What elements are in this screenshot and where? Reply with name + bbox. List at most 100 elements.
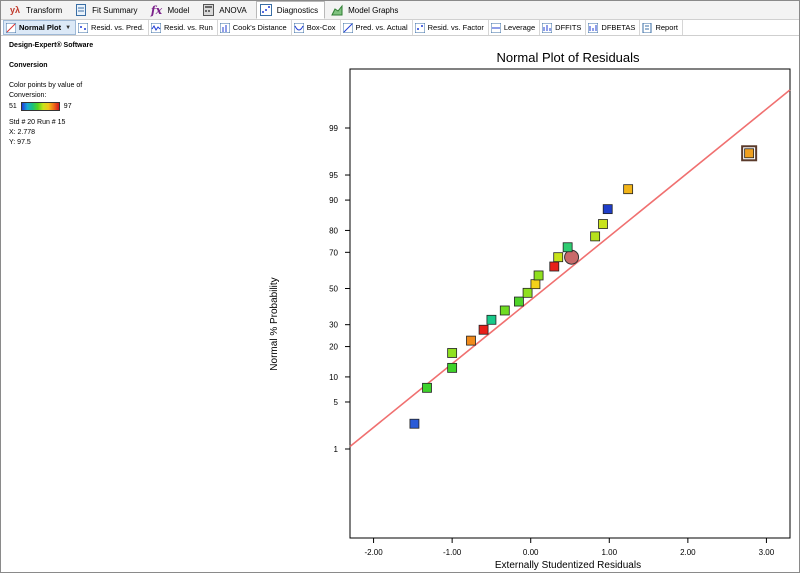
subtab-normal-plot[interactable]: Normal Plot ▼ [3,20,77,35]
subtab-label: Report [655,23,678,32]
y-axis-label: Normal % Probability [269,277,280,370]
subtab-dfbetas[interactable]: DFBETAS [586,20,641,35]
subtab-resid-vs-factor[interactable]: Resid. vs. Factor [413,20,489,35]
dfbetas-icon [587,22,599,33]
subtab-box-cox[interactable]: Box-Cox [292,20,341,35]
data-point[interactable] [602,204,613,215]
subtab-leverage[interactable]: Leverage [489,20,541,35]
tab-label: Fit Summary [92,5,138,15]
subtab-resid-vs-pred[interactable]: Resid. vs. Pred. [76,20,149,35]
resid-vs-pred-icon [77,22,89,33]
data-point[interactable] [598,219,608,229]
normal-plot-chart[interactable]: Normal Plot of Residuals 1 5 10 20 30 50 70 80 9… [1,37,800,573]
data-point[interactable] [522,287,533,298]
color-max-label: 97 [63,102,72,110]
data-point[interactable] [553,252,564,263]
resid-vs-factor-icon [414,22,426,33]
tab-label: Transform [26,5,63,15]
graph-info-panel: Design-Expert® Software Conversion Color… [9,41,209,148]
color-min-label: 51 [9,102,17,110]
dffits-icon [541,22,553,33]
tab-label: Model [167,5,190,15]
data-points [409,145,758,429]
pred-vs-actual-icon [342,22,353,33]
leverage-icon [490,22,502,33]
normal-plot-icon [5,22,17,33]
data-point[interactable] [549,261,560,272]
y-tick-label: 95 [329,171,338,180]
subtab-dffits[interactable]: DFFITS [540,20,587,35]
y-tick-label: 99 [329,124,338,133]
color-gradient-bar [20,102,60,111]
subtab-label: Box-Cox [306,23,336,32]
y-tick-label: 30 [329,321,338,330]
diagnostics-icon [259,3,273,17]
data-point[interactable] [486,314,497,325]
data-point[interactable] [590,231,601,242]
data-point[interactable] [478,324,489,335]
x-axis-label: Externally Studentized Residuals [495,560,641,571]
software-name: Design-Expert® Software [9,42,94,49]
data-point[interactable] [744,148,755,159]
y-axis: 1 5 10 20 30 50 70 80 90 95 99 [329,124,350,454]
plot-area-frame [349,68,791,539]
color-by-response: Conversion: [9,92,47,99]
model-icon: fx [150,3,163,17]
data-point[interactable] [422,382,432,393]
subtab-label: Resid. vs. Pred. [91,23,144,32]
cooks-distance-icon [219,22,231,33]
y-tick-label: 70 [329,248,338,257]
selected-point-y: Y: 97.5 [9,139,31,146]
data-point[interactable] [514,296,524,307]
data-point[interactable] [447,348,458,358]
fit-summary-icon [74,3,88,17]
anova-icon [201,3,215,17]
tab-anova[interactable]: ANOVA [198,1,253,19]
subtab-label: Resid. vs. Factor [427,23,484,32]
main-toolbar: yλ Transform Fit Summary fx Model ANOVA … [1,1,799,20]
data-point[interactable] [466,335,476,346]
x-tick-label: -2.00 [364,548,383,557]
y-tick-label: 50 [329,285,338,294]
resid-vs-run-icon [150,22,162,33]
selected-point-info: Std # 20 Run # 15 [9,119,66,126]
y-tick-label: 20 [329,343,338,352]
y-tick-label: 80 [329,226,338,235]
x-axis: -2.00 -1.00 0.00 1.00 2.00 3.00 [364,538,775,557]
subtab-label: Resid. vs. Run [163,23,213,32]
y-tick-label: 10 [329,373,338,382]
data-point[interactable] [447,362,458,373]
subtab-report[interactable]: Report [640,20,683,35]
tab-model-graphs[interactable]: Model Graphs [327,1,405,19]
selected-point-x: X: 2.778 [9,129,36,136]
chevron-down-icon[interactable]: ▼ [65,24,72,31]
data-point[interactable] [623,184,634,195]
tab-fit-summary[interactable]: Fit Summary [71,1,144,19]
x-tick-label: -1.00 [443,548,462,557]
tab-transform[interactable]: yλ Transform [5,1,69,19]
tab-diagnostics[interactable]: Diagnostics [255,1,326,19]
x-tick-label: 1.00 [601,548,617,557]
y-tick-label: 1 [334,445,339,454]
tab-label: ANOVA [219,5,247,15]
subtab-resid-vs-run[interactable]: Resid. vs. Run [149,20,218,35]
data-point[interactable] [530,279,541,290]
tab-model[interactable]: fx Model [147,1,197,19]
data-point[interactable] [499,305,510,316]
transform-icon: yλ [9,5,20,15]
data-point[interactable] [562,242,573,253]
chart-title: Normal Plot of Residuals [496,50,640,65]
subtab-pred-vs-actual[interactable]: Pred. vs. Actual [341,20,413,35]
x-tick-label: 3.00 [759,548,775,557]
subtab-label: Pred. vs. Actual [355,23,408,32]
data-point[interactable] [564,249,580,265]
response-name: Conversion [9,62,48,69]
report-icon [642,22,652,33]
subtab-cooks-distance[interactable]: Cook's Distance [218,20,292,35]
subtab-label: DFBETAS [601,23,636,32]
color-legend: 51 97 [9,101,209,112]
data-point[interactable] [409,418,420,429]
color-by-text: Color points by value of [9,82,83,89]
box-cox-icon [293,22,305,33]
data-point[interactable] [533,270,544,281]
